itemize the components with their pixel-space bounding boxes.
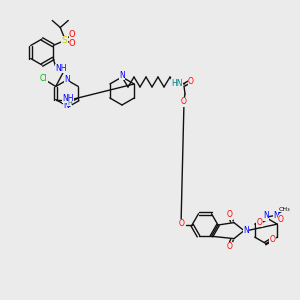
Text: HN: HN xyxy=(171,79,183,88)
Text: O: O xyxy=(278,215,284,224)
Text: O: O xyxy=(188,77,194,86)
Text: Cl: Cl xyxy=(40,74,47,83)
Text: NH: NH xyxy=(62,94,74,103)
Text: O: O xyxy=(69,30,76,39)
Text: O: O xyxy=(257,218,263,226)
Text: N: N xyxy=(273,211,279,220)
Text: N: N xyxy=(243,226,249,235)
Text: N: N xyxy=(263,211,269,220)
Text: O: O xyxy=(227,242,233,251)
Text: N: N xyxy=(63,101,69,110)
Text: S: S xyxy=(61,36,67,45)
Text: CH₃: CH₃ xyxy=(278,207,290,212)
Text: NH: NH xyxy=(56,64,67,73)
Text: N: N xyxy=(119,70,125,80)
Text: N: N xyxy=(64,74,70,83)
Text: H: H xyxy=(68,101,72,106)
Text: O: O xyxy=(269,235,275,244)
Text: O: O xyxy=(179,220,185,229)
Text: O: O xyxy=(227,210,233,219)
Text: O: O xyxy=(181,98,187,106)
Text: O: O xyxy=(69,39,76,48)
